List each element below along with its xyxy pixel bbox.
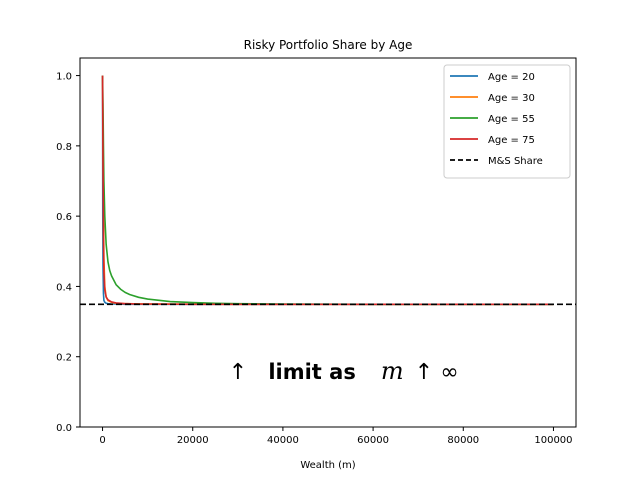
plot-area bbox=[80, 75, 576, 306]
x-tick-label-0: 0 bbox=[99, 435, 105, 446]
y-tick-label-2: 0.4 bbox=[56, 282, 72, 293]
x-tick-label-4: 80000 bbox=[447, 435, 479, 446]
annotation-arrow-right: ↑ bbox=[415, 360, 433, 385]
annotation: ↑ limit as m ↑ ∞ bbox=[229, 357, 459, 385]
axes-frame bbox=[79, 57, 577, 428]
x-axis-title: Wealth (m) bbox=[300, 460, 355, 471]
annotation-bold-text: limit as bbox=[268, 360, 356, 384]
x-tick-label-5: 100000 bbox=[534, 435, 572, 446]
annotation-infinity: ∞ bbox=[440, 360, 458, 385]
series-line-3 bbox=[101, 75, 554, 306]
annotation-math-var: m bbox=[381, 357, 404, 385]
y-tick-label-0: 0.0 bbox=[56, 423, 72, 434]
x-tick-label-2: 40000 bbox=[267, 435, 299, 446]
chart-title: Risky Portfolio Share by Age bbox=[244, 38, 413, 52]
legend-label-3: Age = 55 bbox=[488, 114, 535, 125]
annotation-text: ↑ limit as m ↑ ∞ bbox=[229, 357, 459, 385]
legend-label-4: Age = 75 bbox=[488, 135, 535, 146]
legend: Age = 20 Age = 30 Age = 55 Age = 75 M&S Shar… bbox=[443, 64, 571, 179]
annotation-arrow-left: ↑ bbox=[229, 360, 247, 385]
x-tick-label-1: 20000 bbox=[177, 435, 209, 446]
legend-label-2: Age = 30 bbox=[488, 93, 535, 104]
y-tick-label-5: 1.0 bbox=[56, 72, 72, 83]
y-tick-label-1: 0.2 bbox=[56, 353, 72, 364]
x-tick-label-3: 60000 bbox=[357, 435, 389, 446]
legend-label-5: M&S Share bbox=[488, 156, 543, 167]
legend-label-1: Age = 20 bbox=[488, 72, 535, 83]
legend-box bbox=[443, 64, 571, 179]
y-tick-label-3: 0.6 bbox=[56, 212, 72, 223]
y-tick-label-4: 0.8 bbox=[56, 142, 72, 153]
axes: 0 20000 40000 60000 80000 100000 0.0 0.2 0.4 0.6 0… bbox=[56, 57, 577, 446]
